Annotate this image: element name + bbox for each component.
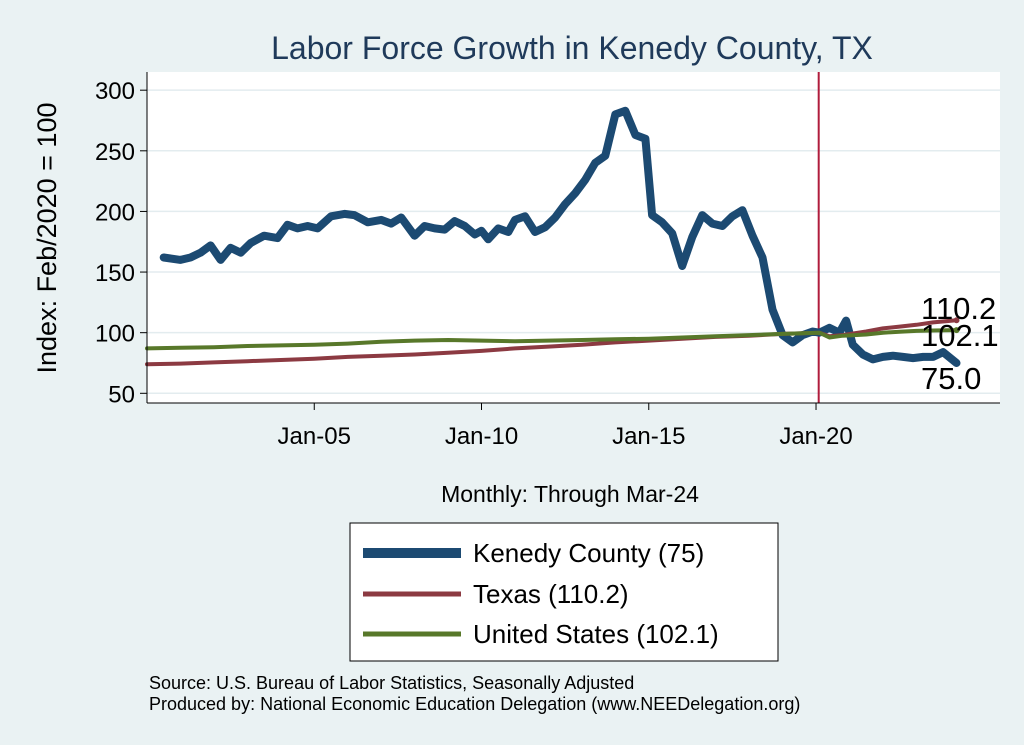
produced-by-line: Produced by: National Economic Education…	[149, 694, 800, 714]
source-line: Source: U.S. Bureau of Labor Statistics,…	[149, 673, 634, 693]
chart-title: Labor Force Growth in Kenedy County, TX	[271, 30, 873, 66]
x-tick-label-Jan-10: Jan-10	[445, 423, 518, 450]
legend-label-2: United States (102.1)	[473, 619, 719, 649]
y-tick-label-300: 300	[95, 78, 135, 105]
series-line-united-states	[145, 328, 959, 351]
series-line-kenedy-county	[159, 106, 961, 367]
end-point-1	[953, 317, 960, 324]
end-label-2: 102.1	[921, 318, 999, 353]
end-label-1: 110.2	[921, 291, 996, 326]
y-tick-label-150: 150	[95, 260, 135, 287]
x-tick-label-Jan-15: Jan-15	[612, 423, 685, 450]
x-tick-label-Jan-20: Jan-20	[779, 423, 852, 450]
legend-label-1: Texas (110.2)	[473, 579, 629, 609]
end-point-2	[953, 327, 960, 334]
y-tick-label-250: 250	[95, 139, 135, 166]
end-label-0: 75.0	[921, 361, 981, 396]
y-axis-label: Index: Feb/2020 = 100	[32, 103, 62, 374]
y-tick-label-100: 100	[95, 321, 135, 348]
x-tick-label-Jan-05: Jan-05	[278, 423, 351, 450]
y-tick-label-200: 200	[95, 199, 135, 226]
series-line-texas	[145, 318, 959, 367]
y-ticks: 50 100 150 200 250 300	[95, 78, 147, 408]
x-ticks: Jan-05 Jan-10 Jan-15 Jan-20	[278, 403, 853, 450]
y-tick-label-50: 50	[108, 381, 135, 408]
end-point-0	[953, 359, 960, 366]
gridlines	[147, 89, 1000, 395]
legend: Kenedy County (75) Texas (110.2) United St…	[349, 522, 779, 662]
series-lines	[145, 106, 961, 367]
x-axis-label: Monthly: Through Mar-24	[441, 481, 699, 507]
legend-label-0: Kenedy County (75)	[473, 538, 704, 568]
